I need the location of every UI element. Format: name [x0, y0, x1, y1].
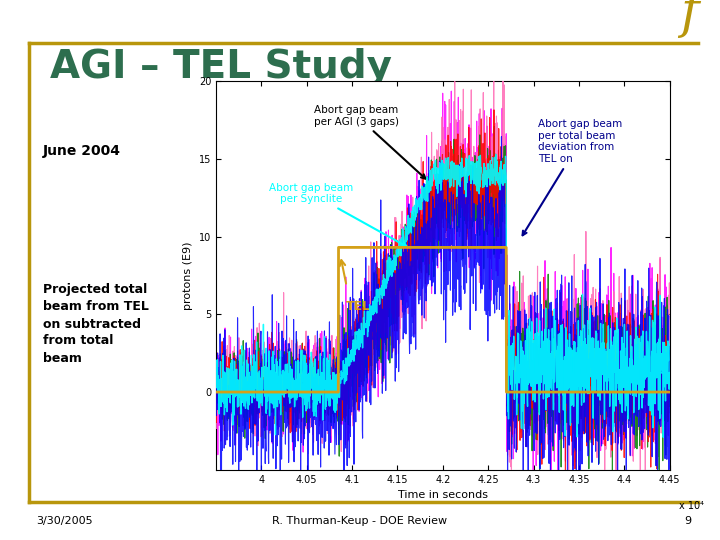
Text: Abort gap beam
per Synclite: Abort gap beam per Synclite: [269, 183, 407, 246]
Text: June 2004: June 2004: [43, 144, 121, 158]
Text: Projected total
beam from TEL
on subtracted
from total
beam: Projected total beam from TEL on subtrac…: [43, 284, 149, 364]
Text: R. Thurman-Keup - DOE Review: R. Thurman-Keup - DOE Review: [272, 516, 448, 526]
Text: f: f: [680, 0, 698, 38]
Y-axis label: protons (E9): protons (E9): [183, 241, 193, 309]
Text: AGI – TEL Study: AGI – TEL Study: [50, 49, 392, 86]
Text: 9: 9: [684, 516, 691, 526]
Text: Abort gap beam
per AGI (3 gaps): Abort gap beam per AGI (3 gaps): [314, 105, 426, 179]
Text: x 10⁴: x 10⁴: [679, 501, 703, 511]
Text: TEL: TEL: [346, 300, 371, 313]
Text: 3/30/2005: 3/30/2005: [36, 516, 93, 526]
X-axis label: Time in seconds: Time in seconds: [397, 490, 488, 500]
Text: Abort gap beam
per total beam
deviation from
TEL on: Abort gap beam per total beam deviation …: [523, 119, 622, 235]
